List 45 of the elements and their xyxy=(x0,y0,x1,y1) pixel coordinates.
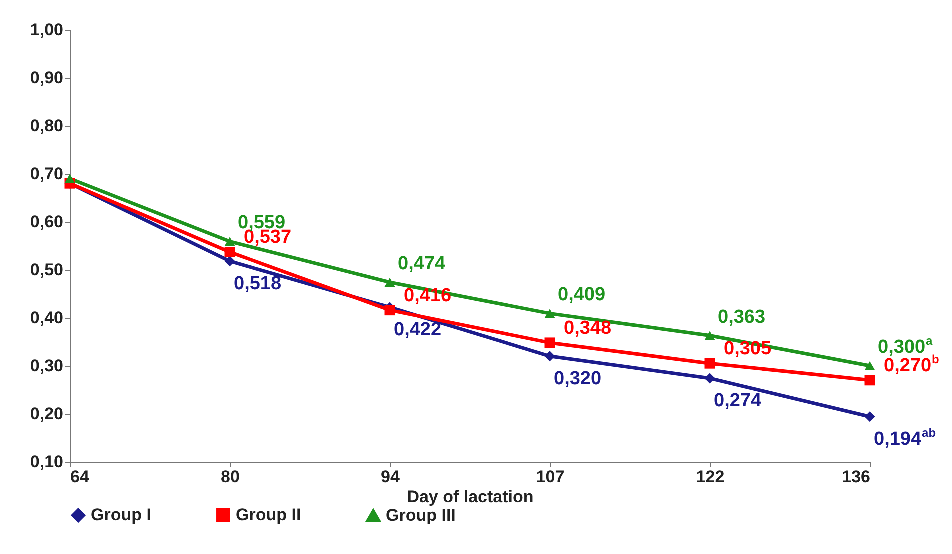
x-tick-label: 107 xyxy=(536,468,565,486)
data-label: 0,348 xyxy=(564,318,612,339)
y-tick-label: 0,50 xyxy=(30,260,64,280)
y-tick-label: 1,00 xyxy=(30,20,64,40)
x-tick-label: 80 xyxy=(221,468,240,486)
y-tick-label: 0,80 xyxy=(30,116,64,136)
data-label: 0,363 xyxy=(718,306,766,328)
point xyxy=(224,246,236,258)
data-label: 0,274 xyxy=(714,390,762,412)
x-tick-label: 122 xyxy=(696,468,725,486)
data-label: 0,474 xyxy=(398,253,446,274)
y-tick-label: 0,40 xyxy=(30,308,64,328)
point xyxy=(704,358,716,369)
x-tick-label: 94 xyxy=(381,468,400,486)
legend-label: Group II xyxy=(236,506,302,525)
point xyxy=(224,256,236,267)
point xyxy=(384,305,396,316)
data-label: 0,416 xyxy=(404,285,452,306)
point xyxy=(704,331,716,340)
point xyxy=(384,278,396,288)
point xyxy=(704,373,716,384)
y-tick-label: 0,70 xyxy=(30,164,64,184)
data-label: 0,409 xyxy=(558,284,606,306)
data-label: 0,422 xyxy=(394,319,442,340)
legend-label: Group I xyxy=(91,506,152,525)
y-tick-label: 0,30 xyxy=(30,356,64,376)
point xyxy=(64,174,76,184)
y-tick-label: 0,20 xyxy=(30,404,64,424)
x-axis-title: Day of lactation xyxy=(407,488,534,506)
point xyxy=(864,361,876,371)
x-tick-label: 136 xyxy=(842,468,870,486)
y-tick-label: 0,60 xyxy=(30,212,64,232)
y-tick-label: 0,10 xyxy=(30,452,64,472)
point xyxy=(224,237,236,246)
data-label: 0,518 xyxy=(234,273,282,294)
point xyxy=(864,375,876,386)
point xyxy=(544,309,556,318)
legend-label: Group III xyxy=(386,506,456,525)
point xyxy=(544,351,556,362)
y-tick-label: 0,90 xyxy=(30,68,64,88)
data-label: 0,305 xyxy=(724,338,772,360)
x-tick-label: 64 xyxy=(70,468,90,486)
point xyxy=(864,412,876,422)
data-label: 0,320 xyxy=(554,368,602,390)
point xyxy=(544,338,556,348)
